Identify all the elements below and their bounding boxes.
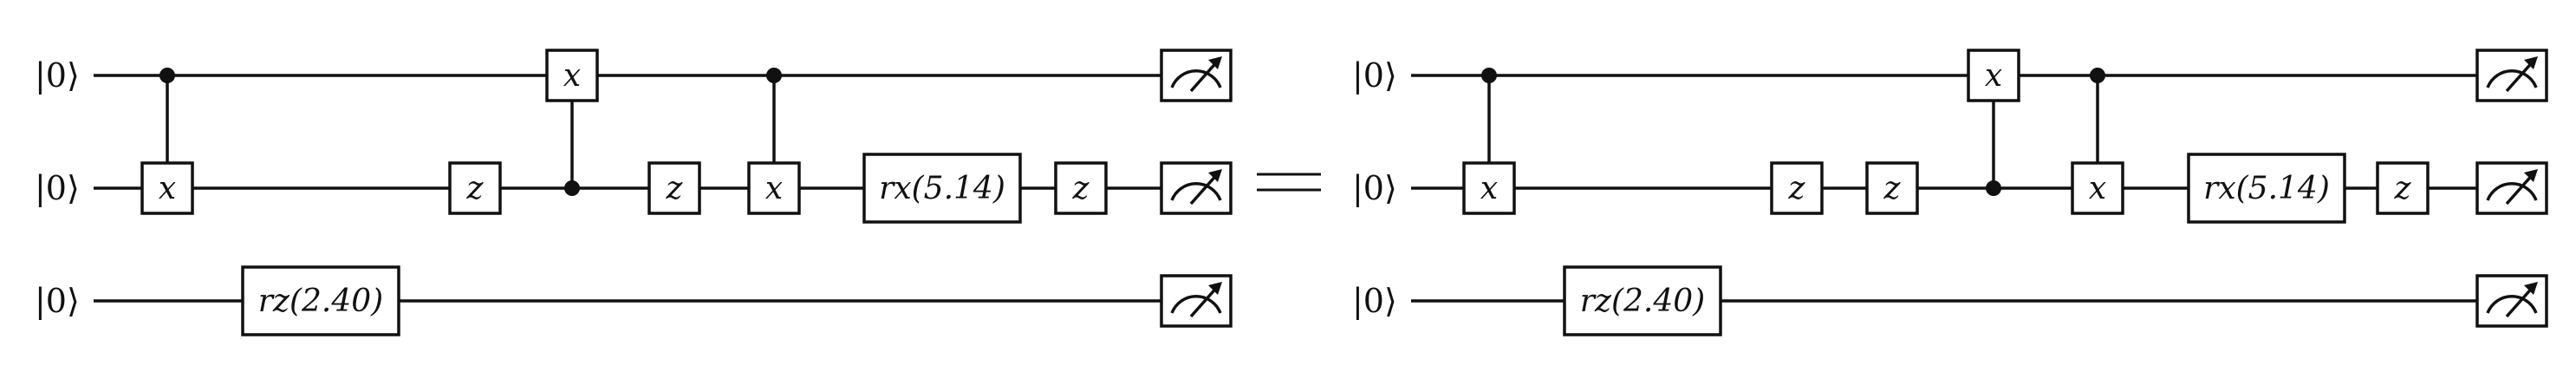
gate-label: z xyxy=(2394,171,2412,206)
left-circuit: |0⟩ |0⟩ |0⟩ x rz(2.40) z x z x rx(5.14) z xyxy=(35,49,1233,336)
z-gate xyxy=(448,161,502,215)
gate-label: z xyxy=(666,171,684,206)
gate-label: x xyxy=(1480,171,1498,206)
gate-label: rz(2.40) xyxy=(258,284,383,319)
meter-arrowhead xyxy=(2524,169,2538,182)
gate-label: rz(2.40) xyxy=(1580,284,1705,319)
gate-label: z xyxy=(466,171,485,206)
rotation-gate xyxy=(2187,153,2346,224)
input-ket-0: |0⟩ xyxy=(35,56,80,95)
meter-arc xyxy=(2486,69,2538,88)
z-gate xyxy=(647,161,701,215)
control-dot xyxy=(766,68,782,83)
measure-meter-icon xyxy=(1160,49,1233,102)
gate-label: x xyxy=(563,58,581,94)
measure-meter-icon xyxy=(2475,161,2548,215)
gate-label: z xyxy=(1883,171,1902,206)
z-gate xyxy=(1865,161,1919,215)
input-ket-2: |0⟩ xyxy=(35,282,80,320)
gate-label: rx(5.14) xyxy=(879,171,1005,206)
control-dot xyxy=(1481,68,1497,83)
cnot-target-gate xyxy=(1462,161,1516,215)
control-dot xyxy=(2090,68,2105,83)
cnot-target-gate xyxy=(2071,161,2124,215)
meter-arrowhead xyxy=(1208,169,1222,182)
measure-meter-icon xyxy=(2475,49,2548,102)
measure-meter-icon xyxy=(2475,274,2548,328)
input-ket-2: |0⟩ xyxy=(1352,282,1397,320)
z-gate xyxy=(1770,161,1824,215)
cnot-target-gate xyxy=(140,161,194,215)
gate-label: x xyxy=(159,171,176,206)
meter-arc xyxy=(1170,69,1222,88)
measure-meter-icon xyxy=(1160,161,1233,215)
rotation-gate xyxy=(1563,265,1722,336)
meter-arrowhead xyxy=(1208,56,1222,69)
control-dot xyxy=(564,180,580,196)
cnot-target-gate xyxy=(545,49,599,102)
meter-arrowhead xyxy=(2524,282,2538,295)
input-ket-1: |0⟩ xyxy=(35,169,80,207)
meter-arc xyxy=(1170,182,1222,201)
gate-label: x xyxy=(765,171,783,206)
cnot-target-gate xyxy=(1967,49,2020,102)
z-gate xyxy=(1054,161,1108,215)
meter-arc xyxy=(1170,295,1222,314)
rotation-gate xyxy=(862,153,1022,224)
input-ket-1: |0⟩ xyxy=(1352,169,1397,207)
gate-label: rx(5.14) xyxy=(2203,171,2330,206)
right-circuit: |0⟩ |0⟩ |0⟩ x rz(2.40) z z x x rx(5.14) z xyxy=(1352,49,2548,336)
control-dot xyxy=(159,68,175,83)
gate-label: z xyxy=(1788,171,1806,206)
meter-arc xyxy=(2486,182,2538,201)
control-dot xyxy=(1986,180,2001,196)
meter-arc xyxy=(2486,295,2538,314)
z-gate xyxy=(2376,161,2430,215)
meter-arrowhead xyxy=(1208,282,1222,295)
equals-sign xyxy=(1257,173,1321,192)
gate-label: z xyxy=(1072,171,1090,206)
rotation-gate xyxy=(241,265,400,336)
meter-arrowhead xyxy=(2524,56,2538,69)
input-ket-0: |0⟩ xyxy=(1352,56,1397,95)
gate-label: x xyxy=(2089,171,2106,206)
measure-meter-icon xyxy=(1160,274,1233,328)
gate-label: x xyxy=(1985,58,2002,94)
cnot-target-gate xyxy=(747,161,801,215)
